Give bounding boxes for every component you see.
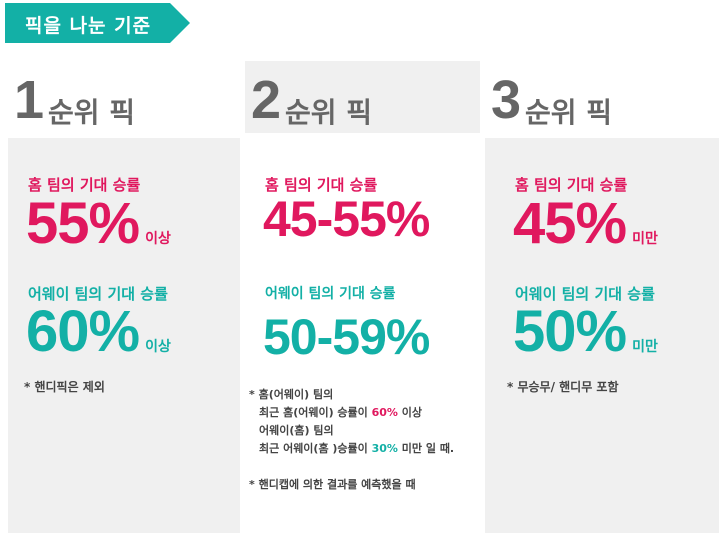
criteria-box: 홈 팀의 기대 승률 55% 이상 어웨이 팀의 기대 승률 60% 이상 * 핸디… <box>8 138 240 533</box>
rank-title: 순위 픽 <box>48 96 136 129</box>
rank-number: 3 <box>491 70 522 130</box>
rank-title: 순위 픽 <box>285 96 373 129</box>
away-label: 어웨이 팀의 기대 승률 <box>28 285 168 303</box>
rank-number: 2 <box>251 70 282 130</box>
away-value: 60% 이상 <box>26 299 171 364</box>
column-rank-3: 3 순위 픽 홈 팀의 기대 승률 45% 미만 어웨이 팀의 기대 승률 50% 미… <box>485 0 719 533</box>
note: * 핸디픽은 제외 <box>24 380 105 394</box>
away-value: 50% 미만 <box>513 299 658 364</box>
column-title: 3 순위 픽 <box>485 61 719 133</box>
criteria-box: 홈 팀의 기대 승률 45% 미만 어웨이 팀의 기대 승률 50% 미만 * 무승… <box>485 138 719 533</box>
rank-title: 순위 픽 <box>525 96 613 129</box>
note: * 무승무/ 핸디무 포함 <box>507 380 619 394</box>
home-label: 홈 팀의 기대 승률 <box>265 176 378 194</box>
home-value: 45-55% <box>263 191 430 247</box>
away-value: 50-59% <box>263 309 430 365</box>
home-label: 홈 팀의 기대 승률 <box>28 176 141 194</box>
column-rank-1: 1 순위 픽 홈 팀의 기대 승률 55% 이상 어웨이 팀의 기대 승률 60% 이… <box>8 0 240 533</box>
column-title: 1 순위 픽 <box>8 61 240 133</box>
column-title: 2 순위 픽 <box>245 61 480 133</box>
criteria-box: 홈 팀의 기대 승률 45-55% 어웨이 팀의 기대 승률 50-59% * … <box>245 138 480 533</box>
notes: * 홈(어웨이) 팀의 최근 홈(어웨이) 승률이 60% 이상 어웨이(홈) … <box>249 388 455 491</box>
header-label: 픽을 나눈 기준 <box>25 15 152 37</box>
header-badge: 픽을 나눈 기준 <box>5 3 190 43</box>
column-rank-2: 2 순위 픽 홈 팀의 기대 승률 45-55% 어웨이 팀의 기대 승률 50-… <box>245 0 480 533</box>
away-label: 어웨이 팀의 기대 승률 <box>515 285 655 303</box>
away-label: 어웨이 팀의 기대 승률 <box>265 286 396 302</box>
home-value: 45% 미만 <box>513 191 658 256</box>
home-value: 55% 이상 <box>26 191 171 256</box>
rank-number: 1 <box>14 70 45 130</box>
home-label: 홈 팀의 기대 승률 <box>515 176 628 194</box>
